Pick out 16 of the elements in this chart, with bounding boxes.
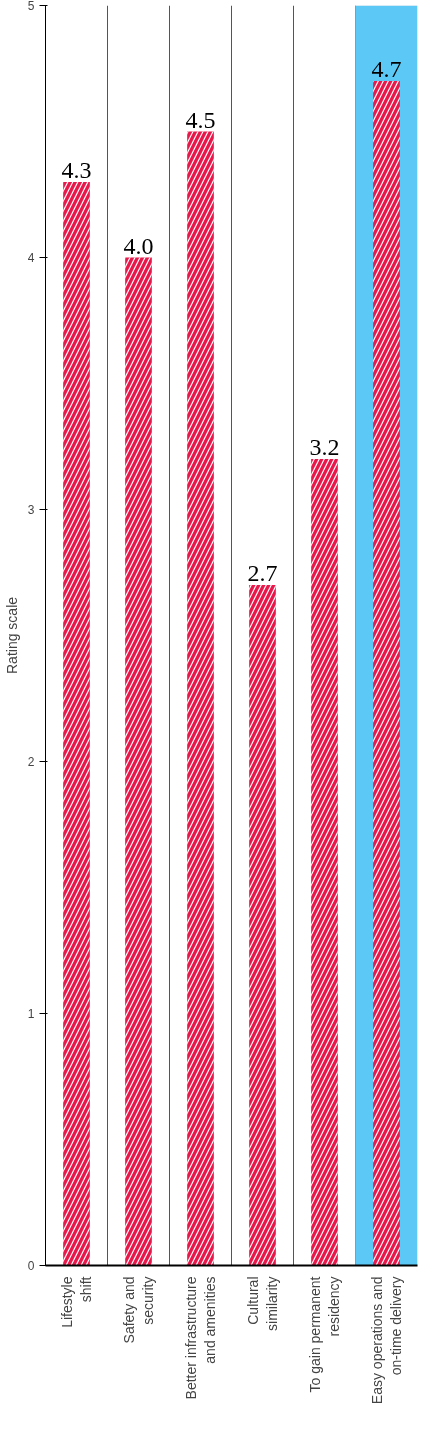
y-tick-label: 4 [27, 251, 35, 265]
x-tick-label: Lifestyle shift [58, 1276, 95, 1328]
data-label: 4.5 [185, 106, 216, 133]
y-axis-title: Rating scale [3, 596, 20, 675]
y-tick-label: 2 [27, 755, 35, 769]
y-tick-label: 3 [27, 503, 35, 517]
y-tick-label: 1 [27, 1007, 35, 1021]
x-tick-label: Better infrastructure and amenities [182, 1276, 219, 1400]
y-tick-label: 5 [27, 0, 35, 13]
data-label: 3.2 [309, 434, 340, 461]
data-label: 4.3 [61, 156, 92, 183]
data-label: 4.0 [123, 232, 154, 259]
data-label: 2.7 [247, 560, 278, 587]
data-label: 4.7 [371, 56, 402, 83]
y-tick-label: 0 [27, 1259, 35, 1273]
x-tick-label: Safety and security [120, 1276, 157, 1344]
